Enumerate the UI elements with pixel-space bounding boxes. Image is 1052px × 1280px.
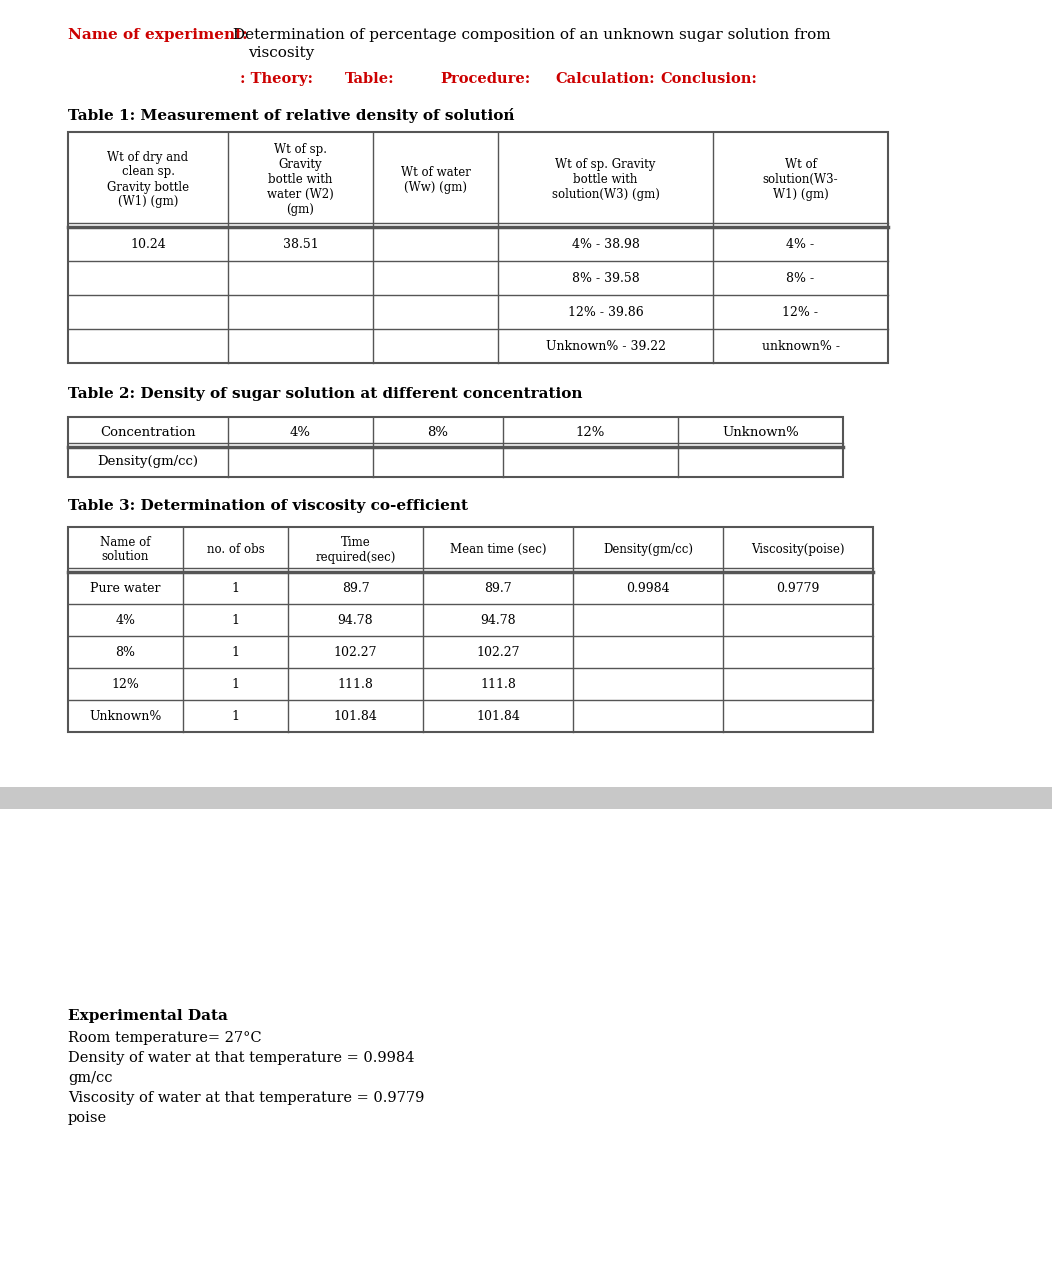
Text: Wt of
solution(W3-
W1) (gm): Wt of solution(W3- W1) (gm) — [763, 157, 838, 201]
Text: 12% -: 12% - — [783, 306, 818, 319]
Text: Name of
solution: Name of solution — [100, 535, 150, 563]
Bar — [0, 787, 1052, 809]
Bar — [68, 132, 888, 364]
Text: 1: 1 — [231, 581, 240, 594]
Text: Unknown%: Unknown% — [722, 425, 798, 439]
Text: 1: 1 — [231, 645, 240, 658]
Text: gm/cc: gm/cc — [68, 1071, 113, 1085]
Bar — [68, 417, 843, 477]
Text: Conclusion:: Conclusion: — [660, 72, 756, 86]
Text: 101.84: 101.84 — [333, 709, 378, 722]
Text: 1: 1 — [231, 677, 240, 690]
Text: Density(gm/cc): Density(gm/cc) — [603, 543, 693, 556]
Text: 10.24: 10.24 — [130, 238, 166, 251]
Text: Table 1: Measurement of relative density of solutioń: Table 1: Measurement of relative density… — [68, 108, 514, 123]
Text: viscosity: viscosity — [248, 46, 315, 60]
Text: 94.78: 94.78 — [338, 613, 373, 626]
Text: Procedure:: Procedure: — [440, 72, 530, 86]
Text: Viscosity(poise): Viscosity(poise) — [751, 543, 845, 556]
Text: no. of obs: no. of obs — [206, 543, 264, 556]
Text: 38.51: 38.51 — [283, 238, 319, 251]
Text: 0.9984: 0.9984 — [626, 581, 670, 594]
Text: Wt of dry and
clean sp.
Gravity bottle
(W1) (gm): Wt of dry and clean sp. Gravity bottle (… — [107, 151, 189, 209]
Text: 1: 1 — [231, 709, 240, 722]
Text: Density(gm/cc): Density(gm/cc) — [98, 456, 199, 468]
Text: 89.7: 89.7 — [342, 581, 369, 594]
Text: Viscosity of water at that temperature = 0.9779: Viscosity of water at that temperature =… — [68, 1091, 424, 1105]
Text: Table:: Table: — [345, 72, 394, 86]
Text: 4%: 4% — [116, 613, 136, 626]
Text: Pure water: Pure water — [90, 581, 161, 594]
Text: Wt of water
(Ww) (gm): Wt of water (Ww) (gm) — [401, 165, 470, 193]
Text: 4% - 38.98: 4% - 38.98 — [571, 238, 640, 251]
Text: Wt of sp. Gravity
bottle with
solution(W3) (gm): Wt of sp. Gravity bottle with solution(W… — [551, 157, 660, 201]
Text: 12%: 12% — [112, 677, 140, 690]
Text: 1: 1 — [231, 613, 240, 626]
Text: Density of water at that temperature = 0.9984: Density of water at that temperature = 0… — [68, 1051, 414, 1065]
Text: : Theory:: : Theory: — [240, 72, 313, 86]
Text: 102.27: 102.27 — [477, 645, 520, 658]
Text: 94.78: 94.78 — [480, 613, 515, 626]
Text: poise: poise — [68, 1111, 107, 1125]
Text: 111.8: 111.8 — [338, 677, 373, 690]
Text: 12%: 12% — [575, 425, 605, 439]
Text: 8% - 39.58: 8% - 39.58 — [571, 271, 640, 284]
Text: Concentration: Concentration — [100, 425, 196, 439]
Text: 8% -: 8% - — [787, 271, 814, 284]
Text: Table 2: Density of sugar solution at different concentration: Table 2: Density of sugar solution at di… — [68, 387, 583, 401]
Text: 4%: 4% — [290, 425, 311, 439]
Text: Table 3: Determination of viscosity co-efficient: Table 3: Determination of viscosity co-e… — [68, 499, 468, 513]
Text: Experimental Data: Experimental Data — [68, 1009, 228, 1023]
Text: Unknown% - 39.22: Unknown% - 39.22 — [546, 339, 666, 352]
Text: Time
required(sec): Time required(sec) — [316, 535, 396, 563]
Text: 101.84: 101.84 — [477, 709, 520, 722]
Bar — [68, 527, 873, 732]
Text: Mean time (sec): Mean time (sec) — [450, 543, 546, 556]
Text: 102.27: 102.27 — [333, 645, 378, 658]
Text: Wt of sp.
Gravity
bottle with
water (W2)
(gm): Wt of sp. Gravity bottle with water (W2)… — [267, 143, 333, 216]
Text: 0.9779: 0.9779 — [776, 581, 820, 594]
Text: Unknown%: Unknown% — [89, 709, 162, 722]
Text: Name of experiment:: Name of experiment: — [68, 28, 248, 42]
Text: 89.7: 89.7 — [484, 581, 512, 594]
Text: unknown% -: unknown% - — [762, 339, 839, 352]
Text: 8%: 8% — [427, 425, 448, 439]
Text: Room temperature= 27°C: Room temperature= 27°C — [68, 1030, 262, 1044]
Text: 4% -: 4% - — [787, 238, 814, 251]
Text: 12% - 39.86: 12% - 39.86 — [568, 306, 644, 319]
Text: 8%: 8% — [116, 645, 136, 658]
Text: 111.8: 111.8 — [480, 677, 515, 690]
Text: Determination of percentage composition of an unknown sugar solution from: Determination of percentage composition … — [228, 28, 831, 42]
Text: Calculation:: Calculation: — [555, 72, 654, 86]
